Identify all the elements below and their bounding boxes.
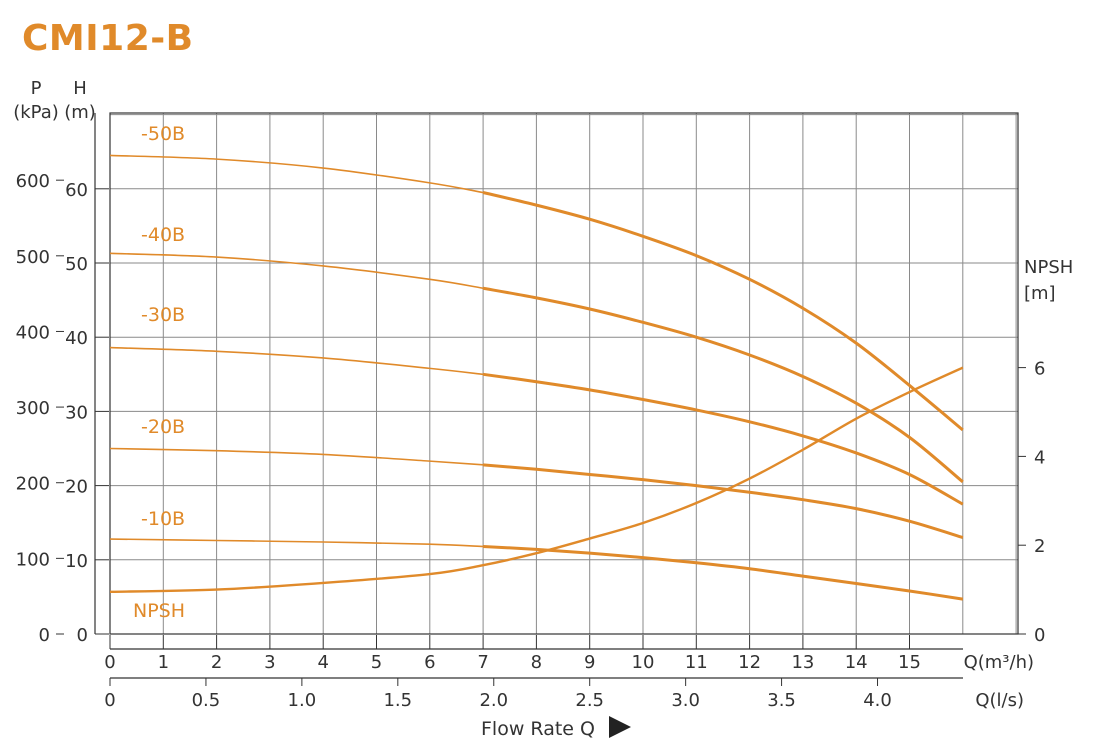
x-tick-label: 1	[158, 652, 169, 673]
x-tick-label: 11	[685, 652, 708, 673]
x-tick-label: 9	[584, 652, 595, 673]
x-tick-label: 8	[531, 652, 542, 673]
npsh-axis-label: NPSH	[1024, 257, 1073, 278]
head-tick-label: 40	[65, 328, 88, 349]
head-tick-label: 60	[65, 180, 88, 201]
npsh-tick-label: 0	[1034, 625, 1045, 646]
x2-tick-label: 3.0	[671, 690, 700, 711]
x2-tick-label: 0.5	[192, 690, 221, 711]
pressure-tick-label: 100	[16, 549, 50, 570]
curve-label: -40B	[141, 224, 185, 246]
head-axis-label: H	[73, 78, 87, 99]
npsh-tick-label: 4	[1034, 447, 1045, 468]
x2-tick-label: 1.0	[288, 690, 317, 711]
head-tick-label: 50	[65, 254, 88, 275]
x-tick-label: 4	[317, 652, 328, 673]
curves	[109, 154, 964, 601]
curve-minus-20B	[482, 463, 964, 539]
curve-minus-10B-thin	[109, 538, 484, 548]
x-tick-label: 13	[791, 652, 814, 673]
npsh-tick-label: 2	[1034, 536, 1045, 557]
x2-tick-label: 2.5	[575, 690, 604, 711]
curve-label: -30B	[141, 304, 185, 326]
curve-minus-40B	[482, 286, 964, 484]
pressure-tick-label: 200	[16, 474, 50, 495]
curve-minus-10B	[483, 544, 964, 601]
pressure-tick-label: 300	[16, 398, 50, 419]
x2-tick-label: 3.5	[767, 690, 796, 711]
x-tick-label: 14	[845, 652, 868, 673]
pressure-tick-label: 0	[39, 625, 50, 646]
curve-npsh	[109, 366, 964, 594]
plot-frame	[109, 112, 1019, 635]
x-tick-label: 2	[211, 652, 222, 673]
x-tick-label: 6	[424, 652, 435, 673]
x-tick-label: 0	[104, 652, 115, 673]
x-axis-unit-primary: Q(m³/h)	[964, 652, 1034, 673]
curve-label: -50B	[141, 123, 185, 145]
x-tick-label: 15	[898, 652, 921, 673]
head-tick-label: 20	[65, 477, 88, 498]
x2-tick-label: 4.0	[863, 690, 892, 711]
x2-tick-label: 0	[104, 690, 115, 711]
head-axis-unit: (m)	[64, 102, 96, 123]
curve-minus-50B-thin	[109, 154, 484, 194]
curve-minus-20B-thin	[109, 447, 484, 466]
curve-minus-30B	[482, 372, 964, 506]
curve-minus-40B-thin	[109, 252, 484, 290]
pressure-tick-label: 500	[16, 247, 50, 268]
head-tick-label: 0	[77, 625, 88, 646]
head-tick-label: 10	[65, 551, 88, 572]
x-tick-label: 12	[738, 652, 761, 673]
labels: P (kPa) H (m) NPSH [m] Q(m³/h) Q(l/s) Flow Rate …	[13, 78, 1073, 740]
x-axis-unit-secondary: Q(l/s)	[975, 690, 1024, 711]
x2-tick-label: 2.0	[479, 690, 508, 711]
x-tick-label: 10	[632, 652, 655, 673]
npsh-tick-label: 6	[1034, 359, 1045, 380]
x2-tick-label: 1.5	[383, 690, 412, 711]
npsh-axis-unit: [m]	[1024, 283, 1056, 304]
x-tick-label: 5	[371, 652, 382, 673]
curve-label: -20B	[141, 416, 185, 438]
head-tick-label: 30	[65, 402, 88, 423]
chart-title: CMI12-B	[22, 18, 194, 59]
curve-minus-30B-thin	[109, 346, 484, 376]
curve-label: -10B	[141, 508, 185, 530]
pressure-tick-label: 600	[16, 171, 50, 192]
x-axis-title: Flow Rate Q	[481, 718, 595, 740]
x-tick-label: 3	[264, 652, 275, 673]
axes	[94, 112, 1019, 679]
grid	[109, 113, 1018, 634]
x-tick-label: 7	[477, 652, 488, 673]
play-arrow-icon	[609, 716, 631, 738]
pressure-axis-label: P	[31, 78, 42, 99]
pressure-axis-unit: (kPa)	[13, 102, 59, 123]
pressure-tick-label: 400	[16, 322, 50, 343]
curve-label: NPSH	[133, 600, 185, 622]
curve-minus-50B	[482, 191, 964, 432]
